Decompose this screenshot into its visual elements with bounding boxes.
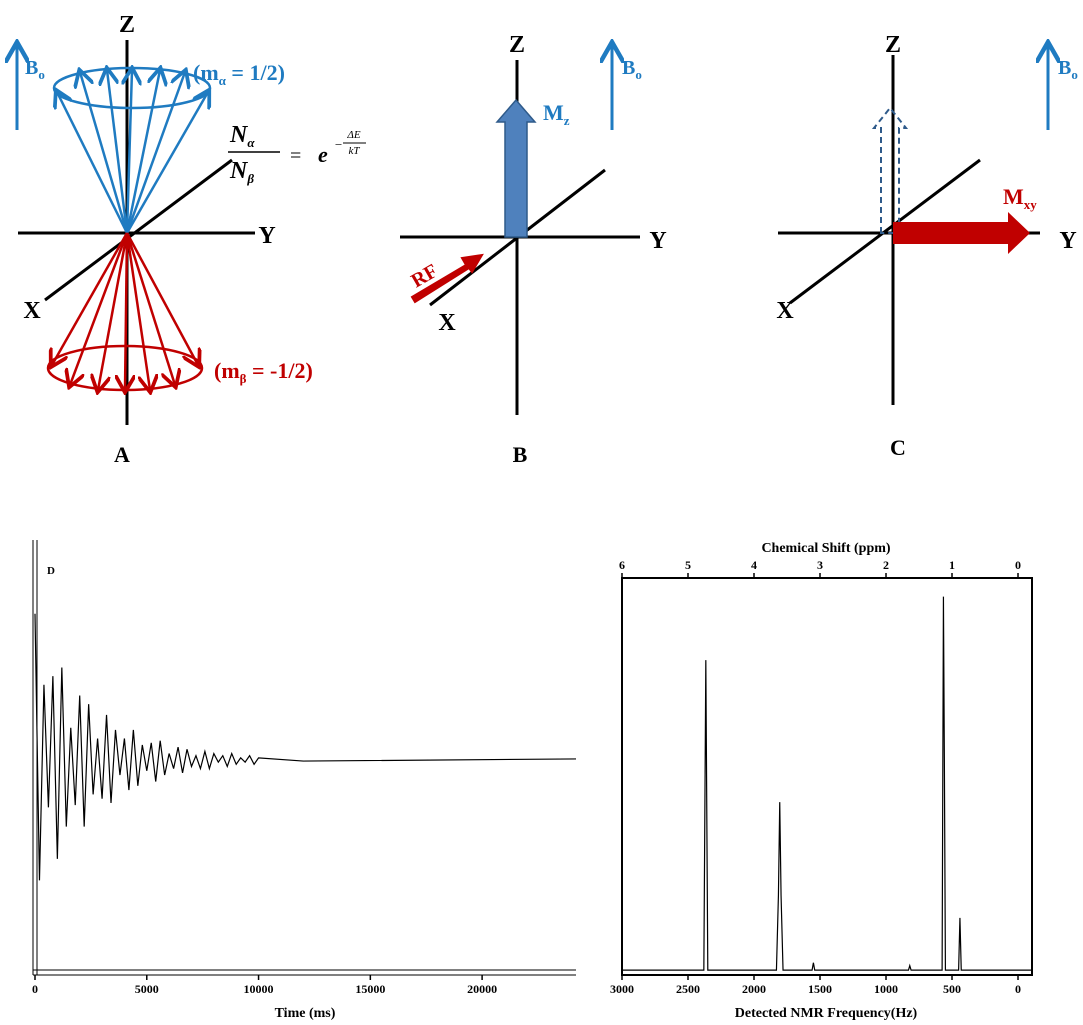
x2-tick-label: 1 [949,558,955,572]
x-tick-label: 0 [32,982,38,996]
panel-a: Z Y X Bo (mα = 1/2) (mβ = -1/2) Nα Nβ = … [17,12,366,467]
exponent-denominator: kT [349,145,361,157]
spectrum-frame [621,577,1033,976]
axis-label: Y [1059,228,1076,254]
x2-tick-label: 0 [1015,558,1021,572]
x-tick-label: 20000 [467,982,497,996]
x-tick-label: 5000 [135,982,159,996]
panel-label: D [47,565,55,577]
exponent-sign: − [334,137,343,152]
x2-tick-label: 4 [751,558,757,572]
axis-label: X [438,310,456,336]
rf-arrow [410,253,484,304]
field-label: Bo [622,57,642,82]
axis-label: X [23,298,41,324]
magnetization-label: Mz [543,100,570,128]
x-axis-title: Detected NMR Frequency(Hz) [735,1006,918,1021]
base: e [318,142,328,167]
axis-label: Y [649,228,666,254]
x2-tick-label: 6 [619,558,625,572]
panel-label: B [513,442,528,467]
panel-b: Z Y X Bo Mz RF B [400,32,667,467]
axis-label: Z [119,12,135,38]
lower-cone [46,232,204,390]
x-tick-label: 3000 [610,982,634,996]
denominator: Nβ [229,158,254,186]
mz-arrow [495,98,537,238]
panel-label: A [114,442,130,467]
x-axis-title: Time (ms) [275,1006,336,1021]
axis-label: Z [509,32,525,58]
numerator: Nα [229,122,255,150]
upper-cone [52,68,212,234]
x2-tick-label: 3 [817,558,823,572]
x-axis [44,158,233,302]
lower-state: (mβ = -1/2) [214,358,313,386]
x-tick-label: 0 [1015,982,1021,996]
field-label: Bo [1058,57,1078,82]
magnetization-label: Mxy [1003,184,1037,212]
x-tick-label: 1000 [874,982,898,996]
x2-tick-label: 5 [685,558,691,572]
panel-label: C [890,435,906,460]
fid-frame [32,540,576,976]
axis-label: Y [258,223,275,249]
equation: Nα Nβ = e − ΔE kT [228,122,366,186]
panel-c: Z Y X Bo Mxy C [776,32,1078,460]
x-tick-label: 1500 [808,982,832,996]
upper-state: (mα = 1/2) [193,60,285,88]
equals: = [290,145,301,167]
x-tick-label: 2000 [742,982,766,996]
x-tick-label: 15000 [355,982,385,996]
signal-line [622,596,1032,971]
x-tick-label: 10000 [244,982,274,996]
exponent-numerator: ΔE [346,129,360,141]
signal-line [34,613,577,881]
mxy-arrow [893,212,1030,254]
dashed-arrow [871,106,909,234]
axis-label: X [776,298,794,324]
x-axis [789,158,981,305]
field-label: Bo [25,57,45,82]
x2-axis-title: Chemical Shift (ppm) [761,541,890,556]
x2-tick-label: 2 [883,558,889,572]
x-tick-label: 500 [943,982,961,996]
x-tick-label: 2500 [676,982,700,996]
axis-label: Z [885,32,901,58]
